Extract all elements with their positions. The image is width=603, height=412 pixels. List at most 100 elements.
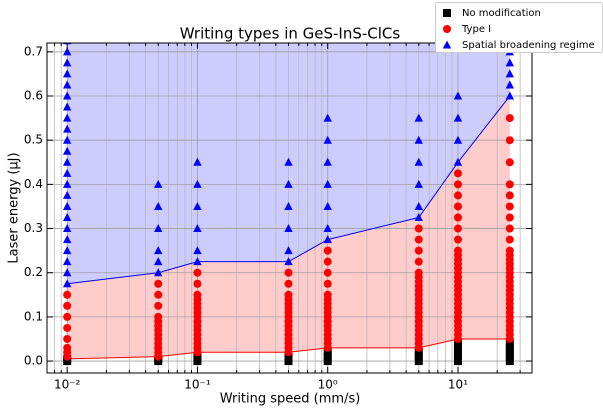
square-marker	[443, 9, 451, 17]
circle-marker	[323, 290, 332, 299]
triangle-marker	[62, 91, 72, 100]
triangle-marker	[62, 113, 72, 122]
triangle-marker	[284, 179, 293, 188]
triangle-marker	[193, 224, 202, 233]
triangle-marker	[453, 135, 463, 144]
triangle-marker	[62, 235, 72, 244]
circle-marker	[453, 180, 462, 189]
y-tick-label: 0.6	[24, 89, 43, 103]
square-marker	[323, 348, 332, 357]
circle-marker	[505, 213, 514, 222]
square-marker	[505, 348, 514, 357]
triangle-marker	[62, 224, 72, 233]
triangle-marker	[193, 246, 202, 255]
circle-marker	[505, 114, 514, 123]
square-marker	[284, 357, 293, 366]
circle-marker	[193, 290, 202, 299]
y-tick-label: 0.4	[24, 177, 43, 191]
plot-frame	[46, 42, 533, 374]
triangle-marker	[62, 168, 72, 177]
circle-marker	[284, 279, 293, 288]
triangle-marker	[323, 113, 332, 122]
triangle-marker	[442, 40, 452, 49]
circle-marker	[414, 268, 423, 277]
square-marker	[193, 352, 202, 361]
triangle-marker	[414, 113, 423, 122]
plot-area	[47, 43, 532, 373]
triangle-marker	[453, 113, 463, 122]
triangle-marker	[62, 257, 72, 266]
square-marker	[414, 352, 423, 361]
square-marker	[505, 339, 514, 348]
circle-marker	[414, 224, 423, 233]
triangle-marker	[193, 201, 202, 210]
triangle-marker	[62, 146, 72, 155]
legend-label: Type I	[461, 24, 491, 35]
triangle-marker	[323, 135, 332, 144]
square-marker	[453, 343, 462, 352]
triangle-marker	[154, 268, 163, 277]
triangle-marker	[284, 257, 293, 266]
circle-marker	[323, 279, 332, 288]
triangle-marker	[323, 201, 332, 210]
triangle-marker	[62, 201, 72, 210]
y-tick-label: 0.1	[24, 309, 43, 323]
triangle-marker	[414, 201, 423, 210]
triangle-marker	[505, 69, 515, 78]
circle-marker	[505, 191, 514, 200]
y-tick-label: 0.5	[24, 133, 43, 147]
square-marker	[453, 352, 462, 361]
triangle-marker	[505, 58, 515, 67]
circle-marker	[505, 202, 514, 211]
lower-boundary-line	[67, 338, 510, 360]
circle-marker	[453, 213, 462, 222]
triangle-marker	[62, 212, 72, 221]
square-marker	[323, 357, 332, 366]
circle-marker	[323, 268, 332, 277]
triangle-marker	[62, 58, 72, 67]
y-tick-label: 0.3	[24, 221, 43, 235]
circle-marker	[505, 136, 514, 145]
circle-marker	[63, 334, 72, 343]
triangle-marker	[62, 190, 72, 199]
circle-marker	[63, 290, 72, 299]
circle-marker	[323, 246, 332, 255]
circle-marker	[154, 312, 163, 321]
triangle-marker	[323, 235, 332, 244]
circle-marker	[505, 224, 514, 233]
triangle-marker	[323, 224, 332, 233]
circle-marker	[193, 279, 202, 288]
circle-marker	[284, 290, 293, 299]
triangle-marker	[193, 157, 202, 166]
triangle-marker	[414, 179, 423, 188]
square-marker	[414, 357, 423, 366]
triangle-marker	[154, 224, 163, 233]
circle-marker	[154, 279, 163, 288]
type-i-region	[67, 96, 510, 359]
square-marker	[453, 348, 462, 357]
triangle-marker	[414, 157, 423, 166]
triangle-marker	[193, 257, 202, 266]
chart-title: Writing types in GeS-InS-ClCs	[180, 25, 401, 43]
triangle-marker	[284, 246, 293, 255]
triangle-marker	[505, 91, 515, 100]
triangle-marker	[505, 80, 515, 89]
circle-marker	[193, 268, 202, 277]
upper-boundary-line	[67, 95, 511, 285]
circle-marker	[453, 246, 462, 255]
square-marker	[505, 357, 514, 366]
triangle-marker	[62, 268, 72, 277]
circle-marker	[323, 257, 332, 266]
circle-marker	[154, 290, 163, 299]
triangle-marker	[62, 102, 72, 111]
triangle-marker	[193, 179, 202, 188]
square-marker	[505, 343, 514, 352]
square-marker	[414, 348, 423, 357]
y-tick-label: 0.0	[24, 354, 43, 368]
triangle-marker	[453, 91, 463, 100]
triangle-marker	[62, 246, 72, 255]
square-marker	[193, 357, 202, 366]
x-tick-label: 10¹	[448, 378, 468, 392]
circle-marker	[505, 246, 514, 255]
